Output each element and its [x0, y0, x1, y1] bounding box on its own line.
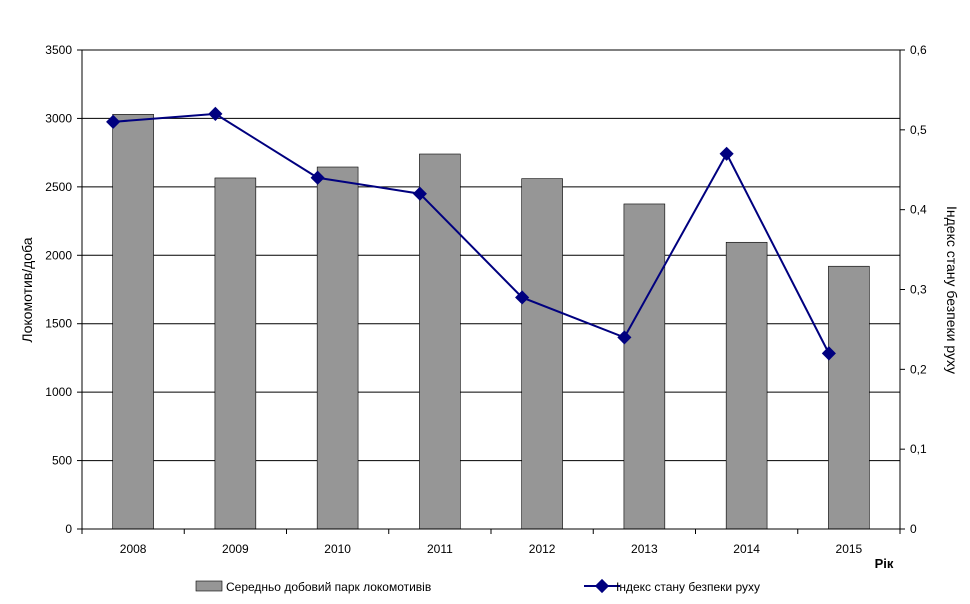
right-tick-label: 0,4	[910, 203, 927, 217]
bar	[316, 166, 359, 530]
left-tick-label: 2000	[45, 248, 72, 262]
x-tick-label: 2013	[631, 542, 658, 556]
line-point	[719, 146, 734, 161]
line-point	[515, 290, 530, 305]
bar-series	[112, 114, 870, 530]
line-point	[310, 170, 325, 185]
left-tick-label: 1000	[45, 385, 72, 399]
right-axis-title: Індекс стану безпеки руху	[944, 206, 960, 374]
right-tick-label: 0,1	[910, 442, 927, 456]
right-tick-label: 0	[910, 522, 917, 536]
left-tick-label: 0	[65, 522, 72, 536]
bar	[623, 203, 666, 530]
x-tick-label: 2015	[836, 542, 863, 556]
right-tick-label: 0,6	[910, 43, 927, 57]
x-tick-label: 2012	[529, 542, 556, 556]
left-tick-label: 3500	[45, 43, 72, 57]
right-axis-ticks: 0 0,1 0,2 0,3 0,4 0,5 0,6	[910, 43, 927, 536]
left-axis-ticks: 0 500 1000 1500 2000 2500 3000 3500	[45, 43, 72, 536]
left-tick-label: 3000	[45, 111, 72, 125]
left-tick-label: 2500	[45, 180, 72, 194]
right-tick-label: 0,3	[910, 283, 927, 297]
bar	[419, 153, 461, 530]
line-point	[821, 346, 836, 361]
x-tick-label: 2011	[427, 542, 453, 556]
legend-label-line: Індекс стану безпеки руху	[616, 580, 760, 594]
left-tick-label: 500	[52, 454, 72, 468]
x-axis-ticks: 2008 2009 2010 2011 2012 2013 2014 2015	[120, 542, 863, 556]
x-tick-label: 2010	[324, 542, 351, 556]
bar	[828, 265, 870, 530]
line-point	[617, 330, 632, 345]
bar	[214, 177, 257, 530]
line-point	[412, 186, 427, 201]
right-tick-label: 0,5	[910, 123, 927, 137]
bar	[725, 241, 768, 530]
x-axis-title: Рік	[875, 556, 894, 571]
legend-swatch-marker	[594, 578, 610, 594]
series-line	[113, 112, 830, 354]
legend: Середньо добовий парк локомотивів Індекс…	[195, 578, 760, 594]
x-tick-label: 2009	[222, 542, 249, 556]
legend-swatch-bar	[195, 580, 223, 592]
right-tick-label: 0,2	[910, 362, 927, 376]
bar	[521, 178, 563, 530]
left-tick-label: 1500	[45, 317, 72, 331]
axes	[77, 49, 905, 534]
left-axis-title: Локомотив/доба	[19, 237, 35, 342]
bar	[112, 114, 154, 530]
legend-label-bar: Середньо добовий парк локомотивів	[226, 580, 431, 594]
x-tick-label: 2008	[120, 542, 147, 556]
gridlines	[82, 49, 900, 462]
x-tick-label: 2014	[733, 542, 760, 556]
